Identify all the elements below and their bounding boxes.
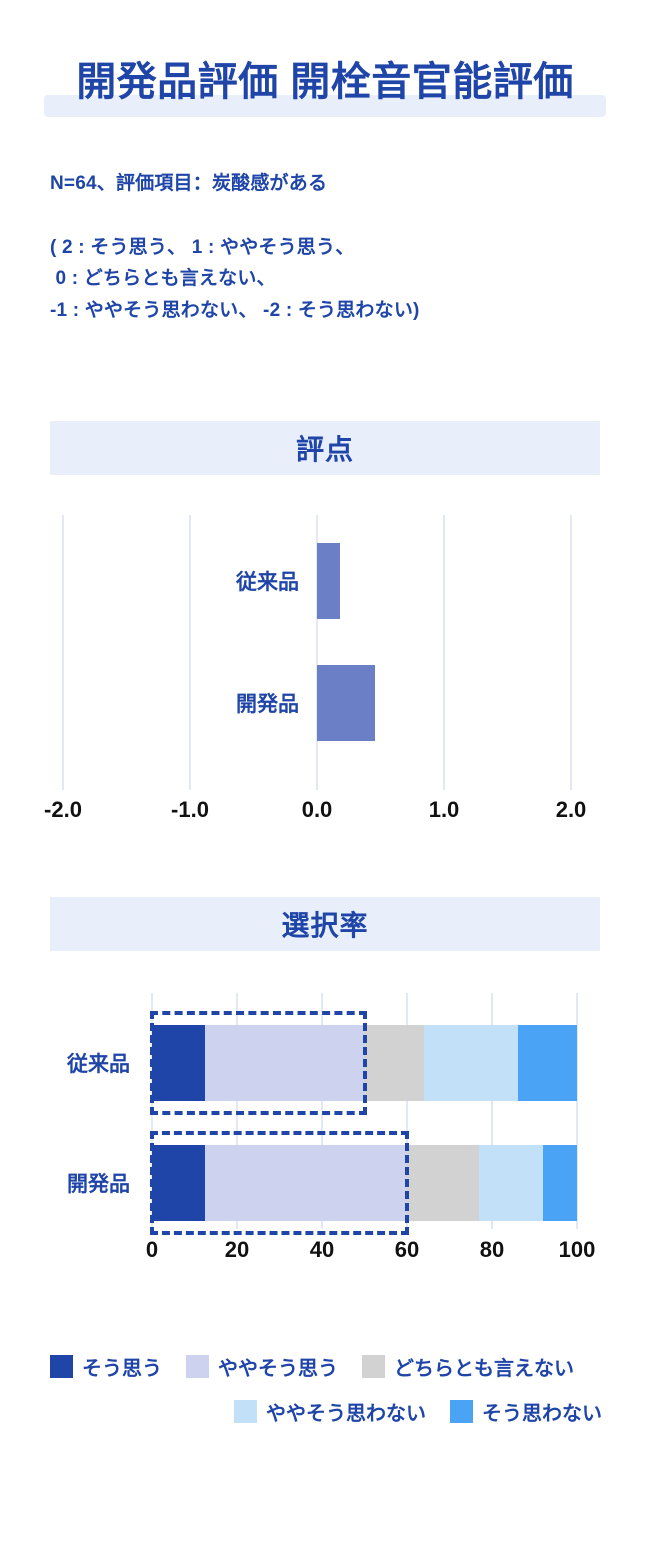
rate-gridline (406, 993, 408, 1229)
rate-bar-segment (424, 1025, 518, 1101)
legend-label: どちらとも言えない (394, 1358, 574, 1380)
rate-bar-row: 開発品 (67, 1145, 577, 1221)
score-plot-area: 従来品 開発品 (62, 515, 572, 790)
rate-x-axis: 0 20 40 60 80 100 (146, 1237, 595, 1267)
rate-bar-segment (407, 1145, 480, 1221)
score-gridline (62, 515, 64, 790)
section-header-rate-label: 選択率 (281, 910, 369, 941)
rate-category-label: 開発品 (67, 1173, 130, 1196)
score-x-tick-label: 1.0 (428, 797, 460, 822)
rate-bar-segment (543, 1145, 577, 1221)
legend-swatch-disagree (450, 1400, 473, 1423)
legend-label: ややそう思わない (266, 1403, 426, 1425)
rate-x-tick-label: 100 (558, 1237, 596, 1262)
legend-swatch-somewhat-agree (186, 1355, 209, 1378)
page-title-container: 開発品評価 開栓音官能評価 (0, 60, 650, 104)
scale-note-line-1: ( 2 : そう思う、 1 : ややそう思う、 (50, 237, 355, 258)
legend-row-bottom: ややそう思わない そう思わない (50, 1397, 602, 1426)
rate-x-tick-label: 60 (394, 1237, 420, 1262)
scale-note-line-2: 0 : どちらとも言えない、 (50, 268, 276, 290)
chart-legend: そう思う ややそう思う どちらとも言えない ややそう思わない そう思わない (50, 1352, 602, 1442)
rate-chart: 従来品開発品 0 20 40 60 80 100 (0, 985, 650, 1305)
score-x-axis: -2.0 -1.0 0.0 1.0 2.0 (44, 797, 586, 827)
score-chart: 従来品開発品 -2.0 -1.0 0.0 1.0 2.0 (0, 505, 650, 835)
section-header-score-label: 評点 (295, 434, 354, 465)
rate-bar-segment (517, 1025, 577, 1101)
legend-label: ややそう思う (218, 1358, 338, 1380)
score-gridline (570, 515, 572, 790)
score-category-label: 従来品 (236, 571, 299, 594)
rate-x-tick-label: 80 (479, 1237, 505, 1262)
legend-label: そう思わない (482, 1403, 602, 1425)
rate-bar-segment (152, 1145, 206, 1221)
legend-item: そう思う (50, 1352, 162, 1381)
title-highlight-band (44, 95, 606, 117)
score-x-tick-label: 2.0 (555, 797, 587, 822)
score-bar-row: 開発品 (63, 665, 571, 741)
rate-bar-row: 従来品 (67, 1025, 577, 1101)
score-gridline (443, 515, 445, 790)
rate-x-tick-label: 20 (224, 1237, 250, 1262)
section-header-rate: 選択率 (50, 897, 600, 951)
legend-swatch-neutral (362, 1355, 385, 1378)
legend-item: そう思わない (450, 1397, 602, 1426)
rate-gridline (576, 993, 578, 1229)
rate-bar-segment (205, 1025, 365, 1101)
score-bar-row: 従来品 (63, 543, 571, 619)
score-bar (317, 665, 376, 741)
score-x-tick-label: 0.0 (301, 797, 333, 822)
rate-bar-segment (364, 1025, 424, 1101)
score-category-label: 開発品 (236, 693, 299, 716)
rate-gridline (491, 993, 493, 1229)
page-title: 開発品評価 開栓音官能評価 (76, 60, 574, 104)
rate-category-label: 従来品 (67, 1053, 130, 1076)
scale-legend-note: ( 2 : そう思う、 1 : ややそう思う、 0 : どちらとも言えない、 -… (50, 232, 420, 326)
legend-item: どちらとも言えない (362, 1352, 574, 1381)
score-bar (317, 543, 340, 619)
score-gridline (189, 515, 191, 790)
scale-note-line-3: -1 : ややそう思わない、 -2 : そう思わない) (50, 299, 420, 321)
score-x-tick-label: -1.0 (171, 797, 209, 822)
legend-label: そう思う (82, 1358, 162, 1380)
section-header-score: 評点 (50, 421, 600, 475)
rate-plot-area: 従来品 開発品 (67, 993, 578, 1235)
rate-bar-segment (479, 1145, 543, 1221)
legend-row-top: そう思う ややそう思う どちらとも言えない (50, 1352, 602, 1381)
rate-bar-segment (152, 1025, 206, 1101)
rate-bar-segment (205, 1145, 407, 1221)
legend-item: ややそう思わない (234, 1397, 426, 1426)
score-x-tick-label: -2.0 (44, 797, 82, 822)
legend-item: ややそう思う (186, 1352, 338, 1381)
legend-swatch-somewhat-disagree (234, 1400, 257, 1423)
legend-swatch-agree (50, 1355, 73, 1378)
score-gridline (316, 515, 318, 790)
rate-x-tick-label: 40 (309, 1237, 335, 1262)
sample-size-and-item: N=64、評価項目：炭酸感がある (50, 173, 328, 194)
rate-x-tick-label: 0 (145, 1237, 159, 1262)
